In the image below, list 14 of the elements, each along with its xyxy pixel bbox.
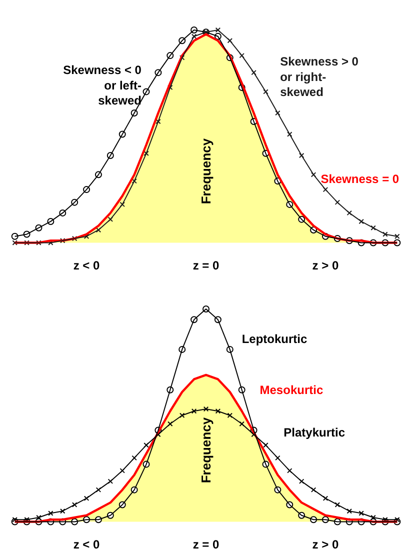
series-label: Mesokurtic: [260, 382, 324, 397]
y-axis-title: Frequency: [198, 416, 214, 484]
x-tick-label: z > 0: [312, 258, 339, 272]
y-axis-title: Frequency: [198, 138, 214, 204]
x-tick-label: z > 0: [312, 538, 339, 552]
series-label: Skewness < 0 or left-skewed: [63, 62, 142, 108]
series-label: Skewness > 0 or right-skewed: [280, 54, 359, 100]
series-label: Leptokurtic: [242, 332, 308, 346]
series-label: Platykurtic: [284, 425, 346, 440]
x-tick-label: z = 0: [192, 538, 220, 552]
text: Skewness = 0: [320, 172, 400, 186]
x-tick-label: z < 0: [73, 538, 100, 552]
x-tick-label: z = 0: [192, 258, 220, 272]
x-tick-label: z < 0: [73, 258, 100, 272]
